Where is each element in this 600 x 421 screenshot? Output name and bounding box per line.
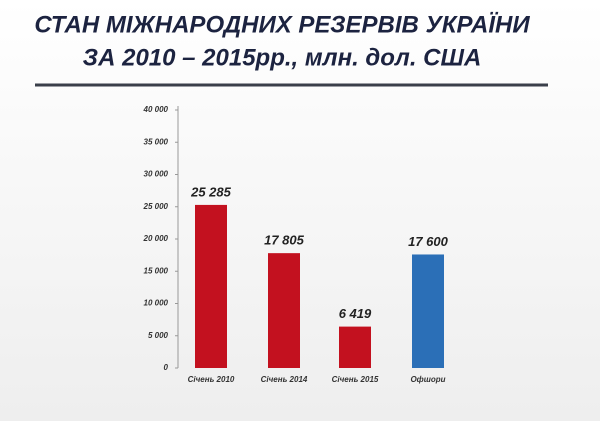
chart-title: ЗА 2010 – 2015рр., млн. дол. США xyxy=(83,44,482,71)
x-tick-label: Січень 2015 xyxy=(332,375,379,384)
y-tick-label: 20 000 xyxy=(143,234,169,243)
y-tick-label: 0 xyxy=(164,363,169,372)
x-tick-label: Офшори xyxy=(410,375,445,384)
bar xyxy=(268,253,300,368)
y-tick-label: 40 000 xyxy=(143,105,169,114)
x-tick-label: Січень 2010 xyxy=(188,375,235,384)
y-tick-label: 10 000 xyxy=(144,299,169,308)
value-label: 6 419 xyxy=(339,306,372,321)
value-label: 25 285 xyxy=(190,184,232,199)
x-tick-label: Січень 2014 xyxy=(261,375,308,384)
bar xyxy=(195,204,227,368)
y-tick-label: 30 000 xyxy=(144,170,169,179)
y-tick-label: 25 000 xyxy=(143,202,169,211)
y-tick-label: 5 000 xyxy=(148,331,169,340)
bar xyxy=(339,326,371,368)
chart-title: СТАН МІЖНАРОДНИХ РЕЗЕРВІВ УКРАЇНИ xyxy=(34,11,530,38)
value-label: 17 600 xyxy=(408,234,449,249)
value-label: 17 805 xyxy=(264,233,305,248)
y-tick-label: 35 000 xyxy=(144,137,169,146)
bar xyxy=(412,254,444,368)
y-tick-label: 15 000 xyxy=(144,266,169,275)
